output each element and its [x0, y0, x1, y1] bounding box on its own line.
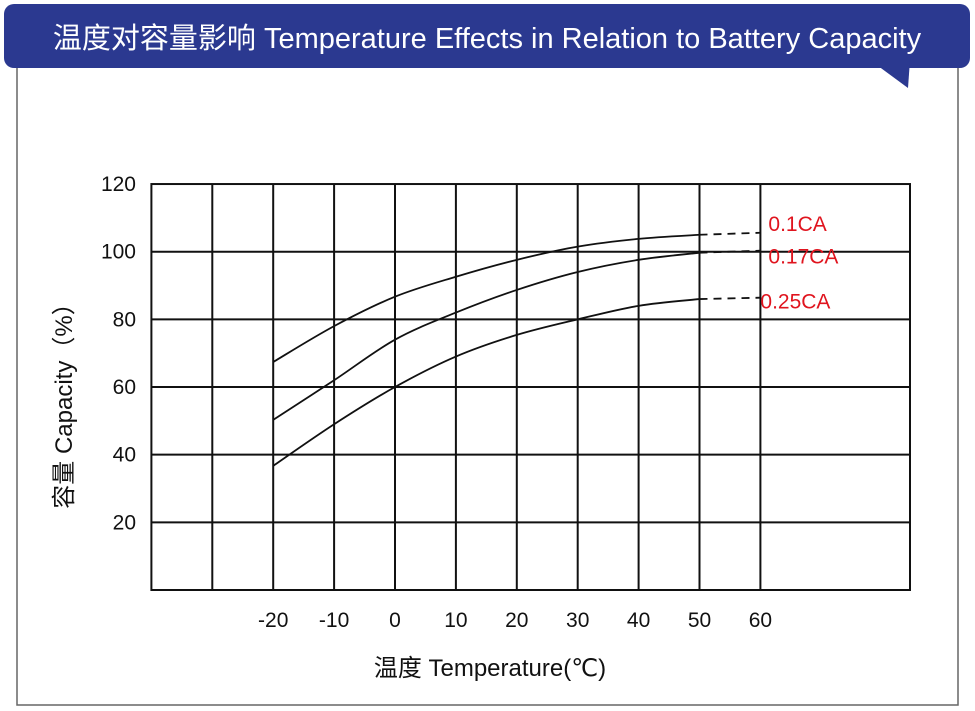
- y-tick-label: 80: [113, 308, 136, 331]
- y-tick-label: 20: [113, 511, 136, 534]
- series-extension-0.25CA: [699, 296, 761, 300]
- y-tick-label: 40: [113, 444, 136, 467]
- series-label-0.1CA: 0.1CA: [768, 213, 826, 236]
- grid: [150, 183, 911, 591]
- x-axis-label: 温度 Temperature(℃): [374, 655, 606, 682]
- series-lines: 0.1CA 0.17CA 0.25CA: [272, 213, 838, 467]
- x-tick-label: -10: [319, 609, 349, 632]
- series-line-0.1CA: [272, 233, 700, 363]
- frame: [16, 59, 959, 706]
- chart-title: 温度对容量影响 Temperature Effects in Relation …: [53, 22, 922, 55]
- series-line-0.17CA: [272, 251, 700, 421]
- series-extension-0.1CA: [699, 231, 761, 236]
- y-tick-label: 60: [113, 376, 136, 399]
- x-tick-label: 0: [389, 609, 401, 632]
- series-line-0.25CA: [272, 298, 700, 467]
- y-tick-label: 120: [101, 173, 136, 196]
- series-extension-0.17CA: [699, 249, 761, 254]
- ticks: -20 -10 0 10 20 30 40 50 60 20 40 60 80 100 120: [101, 173, 772, 632]
- title-banner: 温度对容量影响 Temperature Effects in Relation …: [4, 4, 970, 88]
- series-label-0.17CA: 0.17CA: [768, 246, 838, 269]
- x-tick-label: -20: [258, 609, 288, 632]
- x-tick-label: 60: [749, 609, 772, 632]
- series-label-0.25CA: 0.25CA: [760, 291, 830, 314]
- x-tick-label: 50: [688, 609, 711, 632]
- y-tick-label: 100: [101, 241, 136, 264]
- x-tick-label: 10: [444, 609, 467, 632]
- x-tick-label: 30: [566, 609, 589, 632]
- x-tick-label: 40: [627, 609, 650, 632]
- y-axis-label: 容量 Capacity（%）: [51, 291, 78, 508]
- x-tick-label: 20: [505, 609, 528, 632]
